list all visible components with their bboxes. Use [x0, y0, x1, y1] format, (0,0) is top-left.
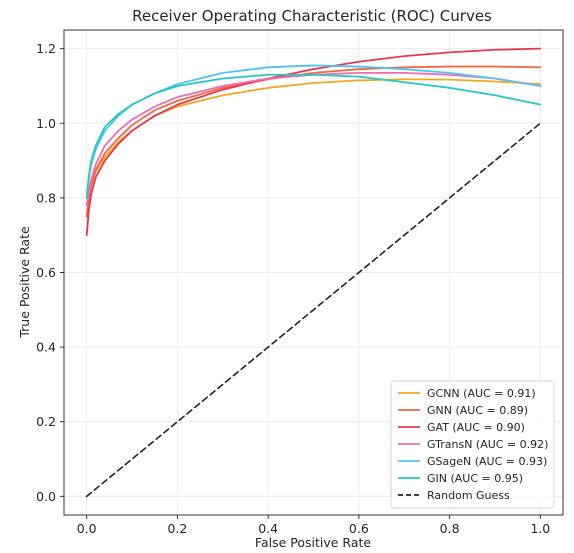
legend-label: GSageN (AUC = 0.93)	[427, 455, 547, 468]
y-tick-label: 0.6	[36, 265, 56, 280]
legend-box	[390, 380, 555, 509]
series-line	[85, 65, 542, 218]
series-line	[85, 122, 542, 498]
legend-label: GAT (AUC = 0.90)	[427, 421, 525, 434]
x-tick-label: 0.4	[258, 521, 278, 536]
x-tick-label: 0.2	[167, 521, 187, 536]
y-tick-label: 0.2	[36, 414, 56, 429]
legend-label: GNN (AUC = 0.89)	[427, 404, 528, 417]
legend-label: GTransN (AUC = 0.92)	[427, 438, 548, 451]
y-tick-label: 1.2	[36, 41, 56, 56]
grid	[64, 30, 563, 515]
series-line	[85, 73, 542, 199]
y-axis-label: True Positive Rate	[17, 226, 32, 339]
series-line	[85, 47, 542, 237]
legend: GCNN (AUC = 0.91) GNN (AUC = 0.89) GAT (AU…	[390, 380, 555, 509]
series-line	[85, 72, 542, 207]
y-tick-label: 1.0	[36, 116, 56, 131]
ticks: 0.0 0.2 0.4 0.6 0.8 1.0 0.0 0.2 0.4 0.6 0.8 1.0 1.2	[36, 41, 550, 536]
y-tick-label: 0.4	[36, 340, 56, 355]
x-tick-label: 1.0	[530, 521, 550, 536]
y-tick-label: 0.0	[36, 489, 56, 504]
legend-label: GCNN (AUC = 0.91)	[427, 387, 536, 400]
x-axis-label: False Positive Rate	[255, 535, 371, 550]
y-tick-label: 0.8	[36, 190, 56, 205]
x-tick-label: 0.0	[77, 521, 97, 536]
series-line	[85, 64, 542, 199]
chart-title: Receiver Operating Characteristic (ROC) …	[132, 7, 492, 25]
x-tick-label: 0.6	[349, 521, 369, 536]
series-lines	[85, 47, 542, 498]
legend-label: GIN (AUC = 0.95)	[427, 472, 523, 485]
x-tick-label: 0.8	[440, 521, 460, 536]
legend-label: Random Guess	[427, 489, 510, 502]
